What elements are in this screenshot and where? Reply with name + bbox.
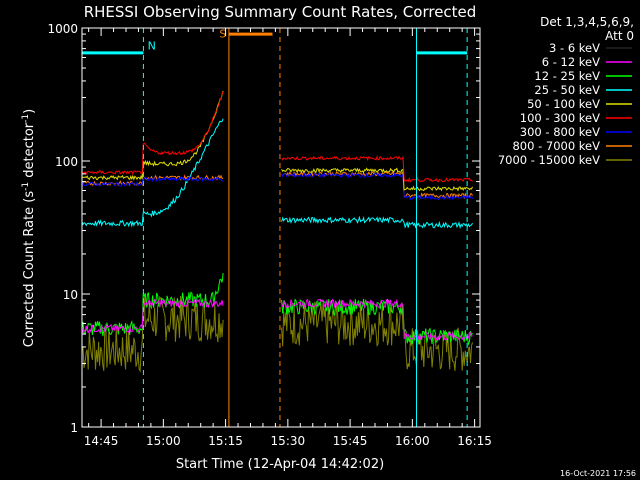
plot-area: NS — [81, 27, 473, 429]
y-axis: 1 10 100 1000 — [47, 22, 480, 435]
y-axis-label: Corrected Count Rate (s-1 detector-1) — [21, 109, 37, 347]
plot-frame — [81, 27, 481, 428]
legend-entry: 25 - 50 keV — [534, 83, 600, 97]
x-axis-label: Start Time (12-Apr-04 14:42:02) — [176, 457, 384, 472]
x-tick-label: 16:00 — [395, 434, 430, 448]
legend-entry: 6 - 12 keV — [542, 55, 600, 69]
night-label: N — [148, 39, 156, 52]
legend-entry: 300 - 800 keV — [520, 125, 600, 139]
x-tick-label: 14:45 — [84, 434, 119, 448]
legend-entry: 800 - 7000 keV — [512, 139, 600, 153]
x-tick-label: 16:15 — [457, 434, 492, 448]
y-tick-label: 1000 — [47, 22, 78, 36]
legend-header: Det 1,3,4,5,6,9, — [540, 15, 634, 29]
x-tick-label: 15:45 — [333, 434, 368, 448]
x-tick-label: 15:00 — [146, 434, 181, 448]
series-line — [81, 297, 473, 342]
series-line — [82, 334, 473, 429]
timestamp: 16-Oct-2021 17:56 — [560, 469, 636, 478]
legend-entry: 50 - 100 keV — [527, 97, 600, 111]
legend-entry: 12 - 25 keV — [534, 69, 600, 83]
series-line — [81, 91, 473, 183]
chart-title: RHESSI Observing Summary Count Rates, Co… — [84, 3, 477, 21]
legend-entry: 3 - 6 keV — [549, 41, 600, 55]
y-tick-label: 1 — [70, 421, 78, 435]
x-tick-label: 15:30 — [271, 434, 306, 448]
x-axis: 14:45 15:00 15:15 15:30 15:45 16:00 16:15 — [84, 28, 492, 448]
series-line — [81, 118, 473, 230]
x-tick-label: 15:15 — [208, 434, 243, 448]
legend-entry: 7000 - 15000 keV — [498, 153, 600, 167]
saa-label: S — [219, 27, 226, 40]
legend-header: Att 0 — [605, 29, 634, 43]
y-tick-label: 10 — [63, 288, 78, 302]
legend-entry: 100 - 300 keV — [520, 111, 600, 125]
series-line — [82, 90, 473, 192]
y-tick-label: 100 — [55, 155, 78, 169]
series-line — [81, 171, 473, 201]
series-line — [81, 273, 473, 347]
